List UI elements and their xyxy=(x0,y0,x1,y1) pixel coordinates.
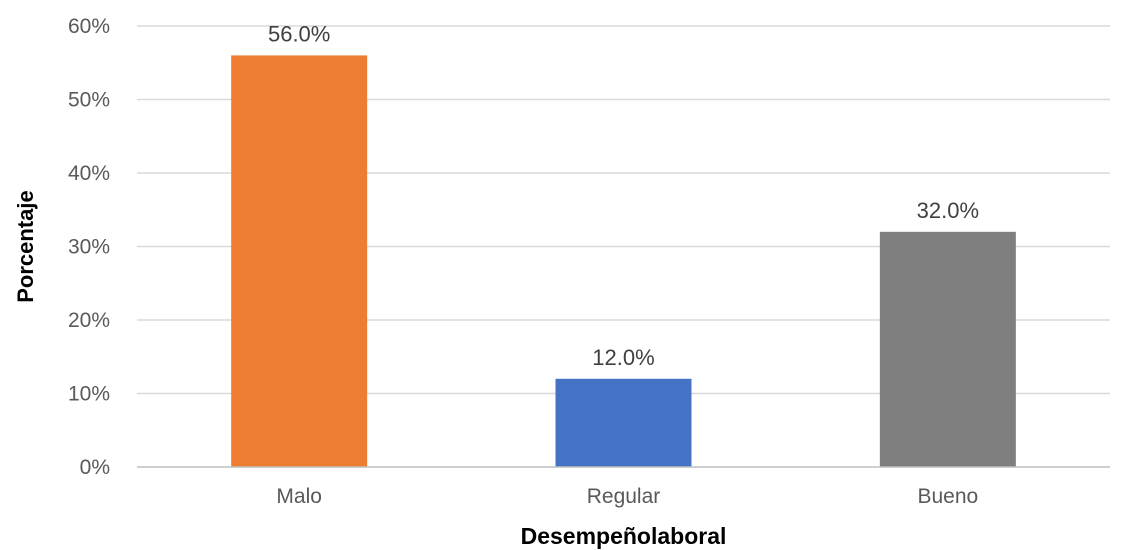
y-tick-label: 10% xyxy=(68,383,110,406)
x-tick-label: Regular xyxy=(587,485,661,508)
x-axis-ticks: Malo Regular Bueno xyxy=(276,485,978,508)
bar-regular xyxy=(555,378,692,467)
bar-malo xyxy=(231,55,368,468)
y-tick-label: 60% xyxy=(68,15,110,38)
data-label: 12.0% xyxy=(592,345,654,370)
y-tick-label: 50% xyxy=(68,89,110,112)
y-tick-label: 40% xyxy=(68,162,110,185)
bars xyxy=(231,55,1016,468)
y-tick-label: 30% xyxy=(68,236,110,259)
x-tick-label: Malo xyxy=(276,485,322,508)
data-labels: 56.0% 12.0% 32.0% xyxy=(268,21,979,369)
y-axis-title: Porcentaje xyxy=(13,190,38,303)
y-axis-ticks: 0% 10% 20% 30% 40% 50% 60% xyxy=(68,15,110,479)
y-tick-label: 0% xyxy=(80,456,110,479)
data-label: 56.0% xyxy=(268,21,330,46)
x-axis-title: Desempeñolaboral xyxy=(521,523,727,549)
bar-bueno xyxy=(879,231,1016,467)
y-tick-label: 20% xyxy=(68,309,110,332)
data-label: 32.0% xyxy=(917,198,979,223)
x-tick-label: Bueno xyxy=(917,485,978,508)
